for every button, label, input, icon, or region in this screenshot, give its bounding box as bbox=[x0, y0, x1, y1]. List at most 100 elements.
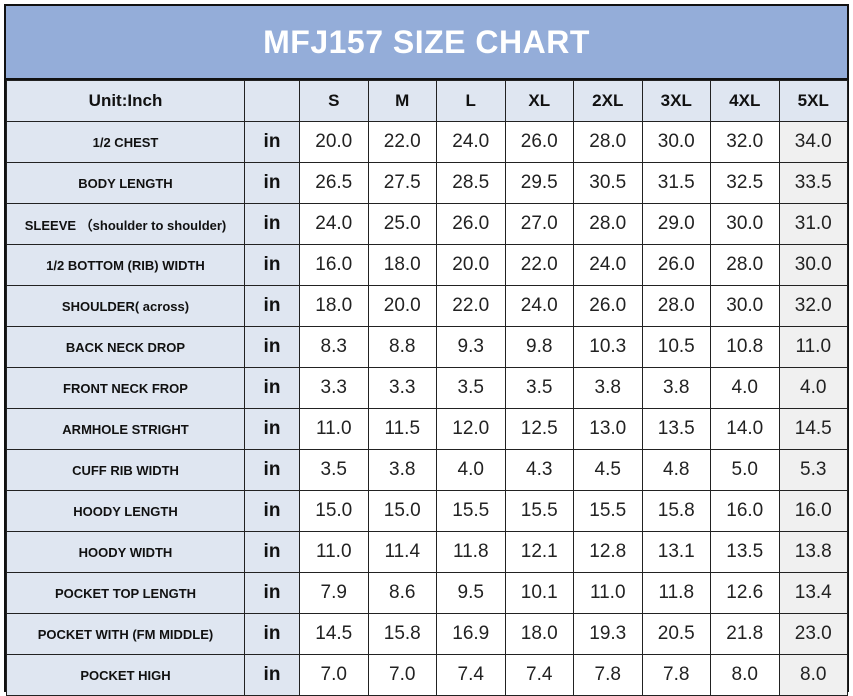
size-column-header: L bbox=[436, 80, 506, 122]
measurement-value: 7.9 bbox=[299, 572, 369, 614]
measurement-label: SHOULDER( across) bbox=[6, 285, 245, 327]
measurement-value: 11.0 bbox=[778, 326, 848, 368]
unit-cell: in bbox=[244, 326, 300, 368]
measurement-value: 11.0 bbox=[299, 408, 369, 450]
measurement-value: 26.0 bbox=[573, 285, 643, 327]
measurement-value: 7.8 bbox=[641, 654, 711, 696]
measurement-value: 13.0 bbox=[573, 408, 643, 450]
measurement-value: 16.0 bbox=[299, 244, 369, 286]
measurement-value: 12.8 bbox=[573, 531, 643, 573]
size-column-header: 4XL bbox=[710, 80, 780, 122]
size-table: Unit:Inch S M L XL 2XL 3XL 4XL 5XL 1/2 CHEST in 2… bbox=[6, 80, 848, 696]
measurement-value: 18.0 bbox=[504, 613, 574, 655]
measurement-value: 29.5 bbox=[504, 162, 574, 204]
measurement-value: 24.0 bbox=[504, 285, 574, 327]
measurement-label: 1/2 CHEST bbox=[6, 121, 245, 163]
size-column-header: 3XL bbox=[641, 80, 711, 122]
measurement-value: 7.4 bbox=[504, 654, 574, 696]
measurement-label: 1/2 BOTTOM (RIB) WIDTH bbox=[6, 244, 245, 286]
title-bar: MFJ157 SIZE CHART bbox=[6, 6, 847, 80]
measurement-value: 13.5 bbox=[641, 408, 711, 450]
unit-cell: in bbox=[244, 285, 300, 327]
size-column-header: XL bbox=[504, 80, 574, 122]
measurement-value: 22.0 bbox=[436, 285, 506, 327]
measurement-label: BODY LENGTH bbox=[6, 162, 245, 204]
measurement-value: 13.8 bbox=[778, 531, 848, 573]
measurement-value: 8.8 bbox=[367, 326, 437, 368]
measurement-value: 34.0 bbox=[778, 121, 848, 163]
measurement-value: 8.0 bbox=[710, 654, 780, 696]
unit-cell: in bbox=[244, 613, 300, 655]
measurement-value: 18.0 bbox=[299, 285, 369, 327]
measurement-value: 26.0 bbox=[641, 244, 711, 286]
measurement-value: 10.3 bbox=[573, 326, 643, 368]
measurement-label: SLEEVE （shoulder to shoulder) bbox=[6, 203, 245, 245]
measurement-value: 14.0 bbox=[710, 408, 780, 450]
measurement-value: 5.0 bbox=[710, 449, 780, 491]
measurement-value: 20.0 bbox=[367, 285, 437, 327]
measurement-value: 27.0 bbox=[504, 203, 574, 245]
measurement-value: 15.5 bbox=[504, 490, 574, 532]
measurement-value: 3.8 bbox=[573, 367, 643, 409]
measurement-value: 33.5 bbox=[778, 162, 848, 204]
unit-cell: in bbox=[244, 654, 300, 696]
measurement-value: 10.8 bbox=[710, 326, 780, 368]
measurement-value: 13.4 bbox=[778, 572, 848, 614]
unit-cell: in bbox=[244, 449, 300, 491]
measurement-value: 11.8 bbox=[641, 572, 711, 614]
measurement-value: 25.0 bbox=[367, 203, 437, 245]
measurement-label: CUFF RIB WIDTH bbox=[6, 449, 245, 491]
table-row: SHOULDER( across) in 18.0 20.0 22.0 24.0 26.0 2… bbox=[6, 285, 848, 327]
measurement-label: ARMHOLE STRIGHT bbox=[6, 408, 245, 450]
size-column-header: M bbox=[367, 80, 437, 122]
measurement-value: 24.0 bbox=[299, 203, 369, 245]
measurement-value: 3.5 bbox=[504, 367, 574, 409]
measurement-value: 12.6 bbox=[710, 572, 780, 614]
unit-cell: in bbox=[244, 531, 300, 573]
unit-cell: in bbox=[244, 244, 300, 286]
measurement-label: POCKET TOP LENGTH bbox=[6, 572, 245, 614]
measurement-value: 15.5 bbox=[436, 490, 506, 532]
measurement-value: 20.5 bbox=[641, 613, 711, 655]
measurement-value: 20.0 bbox=[299, 121, 369, 163]
measurement-value: 5.3 bbox=[778, 449, 848, 491]
unit-cell: in bbox=[244, 490, 300, 532]
measurement-value: 11.8 bbox=[436, 531, 506, 573]
table-row: POCKET TOP LENGTH in 7.9 8.6 9.5 10.1 11.0 11.8… bbox=[6, 572, 848, 614]
measurement-value: 22.0 bbox=[504, 244, 574, 286]
measurement-value: 28.0 bbox=[573, 203, 643, 245]
measurement-value: 7.4 bbox=[436, 654, 506, 696]
measurement-value: 15.5 bbox=[573, 490, 643, 532]
measurement-value: 31.5 bbox=[641, 162, 711, 204]
measurement-label: BACK NECK DROP bbox=[6, 326, 245, 368]
size-column-header: S bbox=[299, 80, 369, 122]
measurement-value: 20.0 bbox=[436, 244, 506, 286]
unit-header-blank bbox=[244, 80, 300, 122]
measurement-value: 11.4 bbox=[367, 531, 437, 573]
measurement-value: 7.8 bbox=[573, 654, 643, 696]
unit-cell: in bbox=[244, 121, 300, 163]
measurement-value: 7.0 bbox=[367, 654, 437, 696]
measurement-value: 26.0 bbox=[504, 121, 574, 163]
measurement-value: 30.0 bbox=[710, 203, 780, 245]
measurement-value: 3.8 bbox=[641, 367, 711, 409]
measurement-value: 15.8 bbox=[367, 613, 437, 655]
measurement-value: 21.8 bbox=[710, 613, 780, 655]
table-row: BODY LENGTH in 26.5 27.5 28.5 29.5 30.5 31.5 32.… bbox=[6, 162, 848, 204]
measurement-value: 4.0 bbox=[778, 367, 848, 409]
table-row: HOODY LENGTH in 15.0 15.0 15.5 15.5 15.5 15.8 16… bbox=[6, 490, 848, 532]
header-row: Unit:Inch S M L XL 2XL 3XL 4XL 5XL bbox=[6, 80, 848, 122]
measurement-value: 7.0 bbox=[299, 654, 369, 696]
unit-cell: in bbox=[244, 408, 300, 450]
measurement-value: 24.0 bbox=[573, 244, 643, 286]
measurement-label: POCKET WITH (FM MIDDLE) bbox=[6, 613, 245, 655]
measurement-value: 10.5 bbox=[641, 326, 711, 368]
measurement-value: 32.5 bbox=[710, 162, 780, 204]
measurement-value: 30.5 bbox=[573, 162, 643, 204]
size-table-body: 1/2 CHEST in 20.0 22.0 24.0 26.0 28.0 30.0 32.0 3… bbox=[6, 121, 848, 696]
measurement-value: 4.0 bbox=[710, 367, 780, 409]
unit-cell: in bbox=[244, 203, 300, 245]
measurement-value: 11.0 bbox=[299, 531, 369, 573]
measurement-value: 8.3 bbox=[299, 326, 369, 368]
measurement-value: 30.0 bbox=[641, 121, 711, 163]
